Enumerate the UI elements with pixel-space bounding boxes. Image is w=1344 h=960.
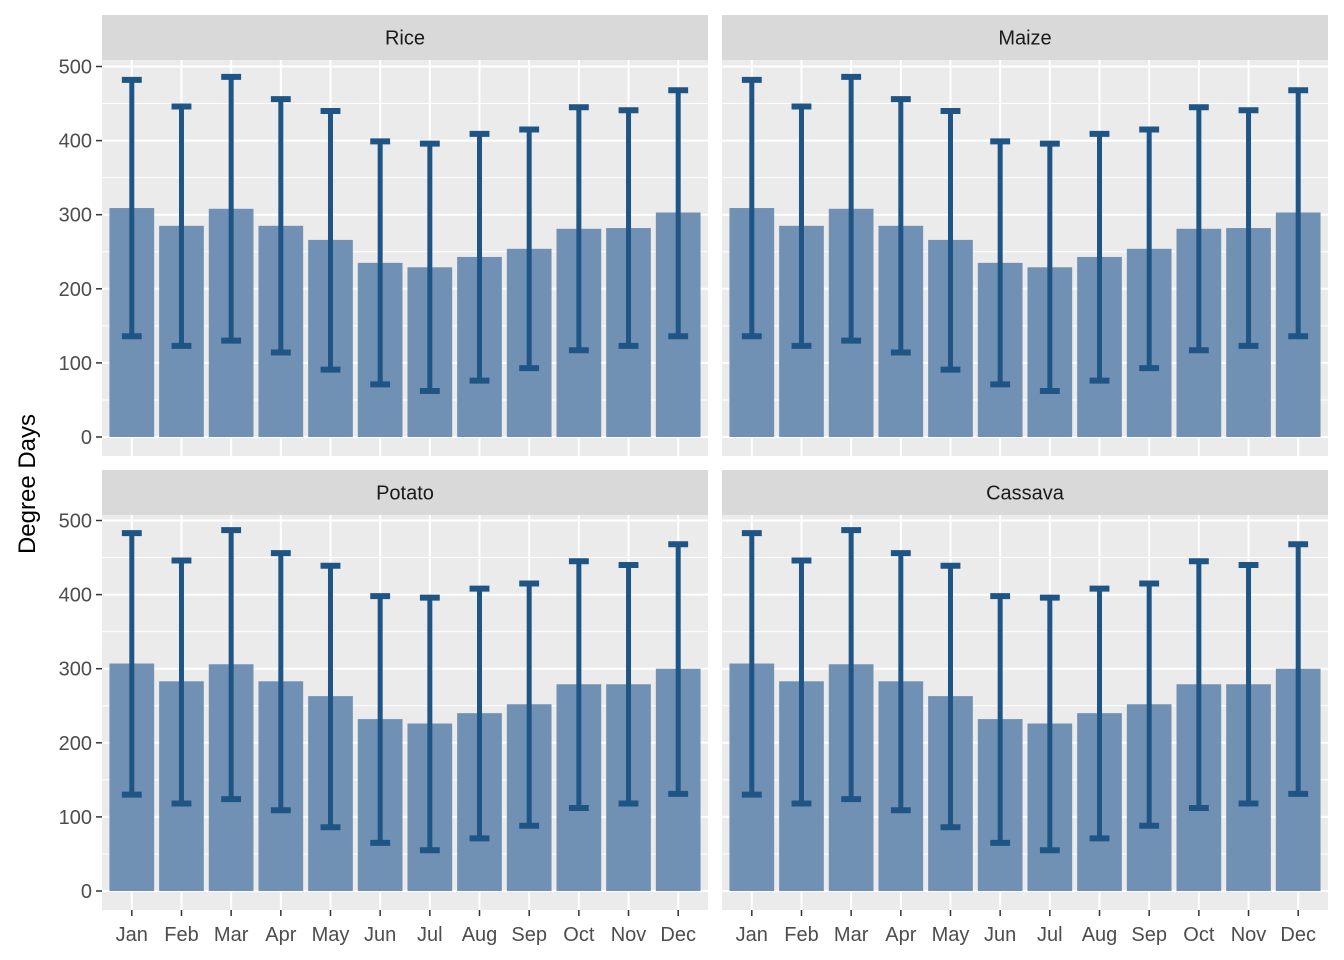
x-tick-label: Sep bbox=[511, 924, 547, 946]
y-tick-label: 400 bbox=[59, 585, 92, 607]
panel-maize: Maize bbox=[722, 15, 1328, 456]
errorbar-cassava-mar bbox=[841, 527, 862, 803]
errorbar-rice-mar bbox=[221, 73, 242, 344]
x-tick-label: Mar bbox=[214, 924, 249, 946]
errorbar-potato-oct bbox=[568, 558, 589, 812]
errorbar-maize-jul bbox=[1039, 140, 1060, 395]
errorbar-cassava-jul bbox=[1039, 594, 1060, 854]
errorbar-rice-oct bbox=[568, 104, 589, 354]
errorbar-cassava-jun bbox=[990, 593, 1011, 846]
x-tick-label: Jun bbox=[984, 924, 1016, 946]
x-tick-label: Feb bbox=[784, 924, 818, 946]
errorbar-potato-nov bbox=[618, 561, 639, 807]
x-tick-label: Mar bbox=[834, 924, 869, 946]
errorbar-rice-apr bbox=[270, 96, 291, 356]
panel-potato: Potato 0 100 200 300 400 500 Jan Feb Mar Apr May Jun… bbox=[59, 470, 708, 946]
y-tick-label: 400 bbox=[59, 131, 92, 153]
errorbar-cassava-apr bbox=[890, 550, 911, 814]
x-tick-label: Dec bbox=[1280, 924, 1316, 946]
errorbar-maize-nov bbox=[1238, 107, 1259, 349]
errorbar-maize-oct bbox=[1188, 104, 1209, 354]
x-tick-label: Aug bbox=[462, 924, 498, 946]
x-tick-label: Sep bbox=[1131, 924, 1167, 946]
errorbar-potato-jul bbox=[419, 594, 440, 854]
y-tick-label: 500 bbox=[59, 511, 92, 533]
errorbar-rice-jun bbox=[370, 138, 391, 388]
panel-rice: Rice 0 100 200 300 400 500 bbox=[59, 15, 708, 456]
errorbar-cassava-oct bbox=[1188, 558, 1209, 812]
errorbar-rice-feb bbox=[171, 103, 192, 349]
y-tick-label: 200 bbox=[59, 279, 92, 301]
y-tick-label: 500 bbox=[59, 57, 92, 79]
errorbar-cassava-sep bbox=[1139, 580, 1160, 829]
x-tick-label: May bbox=[312, 924, 350, 946]
errorbar-rice-jul bbox=[419, 140, 440, 395]
errorbar-potato-aug bbox=[469, 585, 490, 842]
x-tick-label: Jan bbox=[736, 924, 768, 946]
errorbar-rice-aug bbox=[469, 130, 490, 384]
x-tick-label: Apr bbox=[885, 924, 916, 946]
strip-potato bbox=[102, 470, 708, 515]
x-tick-label: Apr bbox=[265, 924, 296, 946]
errorbar-rice-jan bbox=[121, 76, 142, 340]
errorbar-maize-jun bbox=[990, 138, 1011, 388]
x-tick-label: Dec bbox=[660, 924, 696, 946]
errorbar-maize-sep bbox=[1139, 126, 1160, 372]
errorbar-potato-feb bbox=[171, 557, 192, 807]
x-tick-label: Aug bbox=[1082, 924, 1118, 946]
strip-label-cassava: Cassava bbox=[986, 483, 1065, 505]
errorbar-maize-aug bbox=[1089, 130, 1110, 384]
errorbar-potato-sep bbox=[519, 580, 540, 829]
x-tick-label: Jul bbox=[1037, 924, 1063, 946]
x-tick-label: Nov bbox=[1231, 924, 1267, 946]
errorbar-cassava-dec bbox=[1288, 541, 1309, 797]
errorbar-rice-sep bbox=[519, 126, 540, 372]
errorbar-cassava-aug bbox=[1089, 585, 1110, 842]
errorbar-cassava-feb bbox=[791, 557, 812, 807]
errorbar-maize-feb bbox=[791, 103, 812, 349]
y-tick-label: 0 bbox=[81, 881, 92, 903]
errorbar-rice-dec bbox=[668, 87, 689, 340]
strip-label-rice: Rice bbox=[385, 28, 425, 50]
errorbar-potato-jan bbox=[121, 530, 142, 798]
y-tick-label: 100 bbox=[59, 353, 92, 375]
x-tick-label: Jan bbox=[116, 924, 148, 946]
y-axis-title: Degree Days bbox=[14, 414, 41, 554]
errorbar-potato-mar bbox=[221, 527, 242, 803]
errorbar-potato-apr bbox=[270, 550, 291, 814]
errorbar-maize-jan bbox=[741, 76, 762, 340]
errorbar-cassava-jan bbox=[741, 530, 762, 798]
y-tick-label: 0 bbox=[81, 427, 92, 449]
strip-rice bbox=[102, 15, 708, 60]
errorbar-potato-jun bbox=[370, 593, 391, 846]
x-tick-label: Jun bbox=[364, 924, 396, 946]
x-tick-label: Nov bbox=[611, 924, 647, 946]
errorbar-cassava-may bbox=[940, 562, 961, 831]
strip-maize bbox=[722, 15, 1328, 60]
y-tick-label: 100 bbox=[59, 807, 92, 829]
x-tick-label: May bbox=[932, 924, 970, 946]
x-tick-label: Jul bbox=[417, 924, 443, 946]
panel-cassava: Cassava Jan Feb Mar Apr May Jun Jul Aug Sep Oct Nov… bbox=[722, 470, 1328, 946]
errorbar-cassava-nov bbox=[1238, 561, 1259, 807]
y-tick-label: 300 bbox=[59, 659, 92, 681]
strip-cassava bbox=[722, 470, 1328, 515]
errorbar-potato-dec bbox=[668, 541, 689, 797]
strip-label-potato: Potato bbox=[376, 483, 434, 505]
errorbar-maize-mar bbox=[841, 73, 862, 344]
x-tick-label: Feb bbox=[164, 924, 198, 946]
y-tick-label: 300 bbox=[59, 205, 92, 227]
errorbar-potato-may bbox=[320, 562, 341, 831]
errorbar-maize-dec bbox=[1288, 87, 1309, 340]
strip-label-maize: Maize bbox=[998, 28, 1051, 50]
errorbar-rice-nov bbox=[618, 107, 639, 349]
errorbar-maize-may bbox=[940, 107, 961, 373]
x-tick-label: Oct bbox=[563, 924, 595, 946]
x-tick-label: Oct bbox=[1183, 924, 1215, 946]
errorbar-rice-may bbox=[320, 107, 341, 373]
y-tick-label: 200 bbox=[59, 733, 92, 755]
errorbar-maize-apr bbox=[890, 96, 911, 356]
